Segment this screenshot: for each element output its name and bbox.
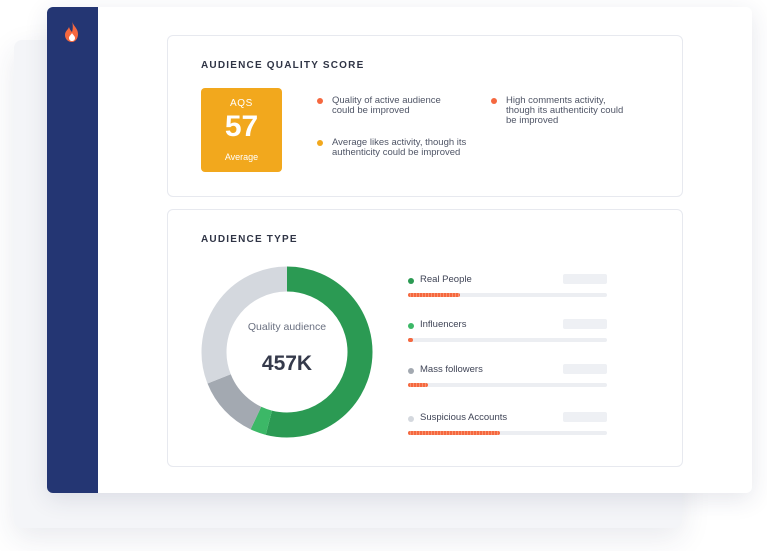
- audience-donut-chart: [201, 266, 373, 438]
- legend-label: Real People: [420, 274, 472, 285]
- aqs-score-badge: AQS 57 Average: [201, 88, 282, 172]
- progress-track: [408, 338, 607, 342]
- value-placeholder: [563, 319, 607, 329]
- quality-note: High comments activity, though its authe…: [491, 95, 626, 126]
- legend-dot: [408, 278, 414, 284]
- legend-label: Influencers: [420, 319, 467, 330]
- progress-fill: [408, 338, 413, 342]
- legend-dot: [408, 368, 414, 374]
- progress-fill: [408, 431, 500, 435]
- progress-fill: [408, 383, 428, 387]
- value-placeholder: [563, 364, 607, 374]
- value-placeholder: [563, 274, 607, 284]
- status-dot: [317, 98, 323, 104]
- progress-fill: [408, 293, 460, 297]
- aqs-rating: Average: [224, 152, 259, 162]
- donut-slice-real-people: [265, 266, 373, 438]
- audience-legend: Real People Influencers Mass followers S…: [408, 210, 608, 466]
- legend-item: Mass followers: [408, 364, 608, 390]
- status-dot: [317, 140, 323, 146]
- donut-center-value: 457K: [261, 352, 313, 375]
- flame-icon[interactable]: [61, 20, 83, 44]
- donut-slice-suspicious-accounts: [201, 266, 288, 384]
- progress-track: [408, 293, 607, 297]
- legend-item: Influencers: [408, 319, 608, 345]
- note-text: High comments activity, though its authe…: [506, 95, 624, 126]
- aqs-value: 57: [224, 110, 259, 143]
- status-dot: [491, 98, 497, 104]
- card-title: AUDIENCE QUALITY SCORE: [201, 60, 365, 71]
- audience-quality-card: AUDIENCE QUALITY SCORE AQS 57 Average Qu…: [167, 35, 683, 197]
- donut-center: Quality audience 457K: [201, 266, 373, 438]
- value-placeholder: [563, 412, 607, 422]
- legend-label: Mass followers: [420, 364, 483, 375]
- note-text: Quality of active audience could be impr…: [332, 95, 441, 116]
- quality-note: Quality of active audience could be impr…: [317, 95, 462, 116]
- donut-center-label: Quality audience: [247, 321, 327, 333]
- legend-item: Real People: [408, 274, 608, 300]
- app-window: AUDIENCE QUALITY SCORE AQS 57 Average Qu…: [47, 7, 752, 493]
- legend-dot: [408, 416, 414, 422]
- aqs-label: AQS: [230, 98, 253, 109]
- legend-label: Suspicious Accounts: [420, 412, 508, 423]
- donut-slice-influencers: [250, 406, 273, 435]
- card-title: AUDIENCE TYPE: [201, 234, 298, 245]
- sidebar: [47, 7, 98, 493]
- note-text: Average likes activity, though its authe…: [332, 137, 467, 158]
- progress-track: [408, 431, 607, 435]
- audience-type-card: AUDIENCE TYPE Quality audience 457K Real…: [167, 209, 683, 467]
- quality-note: Average likes activity, though its authe…: [317, 137, 472, 158]
- donut-slice-mass-followers: [207, 373, 262, 430]
- legend-item: Suspicious Accounts: [408, 412, 608, 438]
- progress-track: [408, 383, 607, 387]
- legend-dot: [408, 323, 414, 329]
